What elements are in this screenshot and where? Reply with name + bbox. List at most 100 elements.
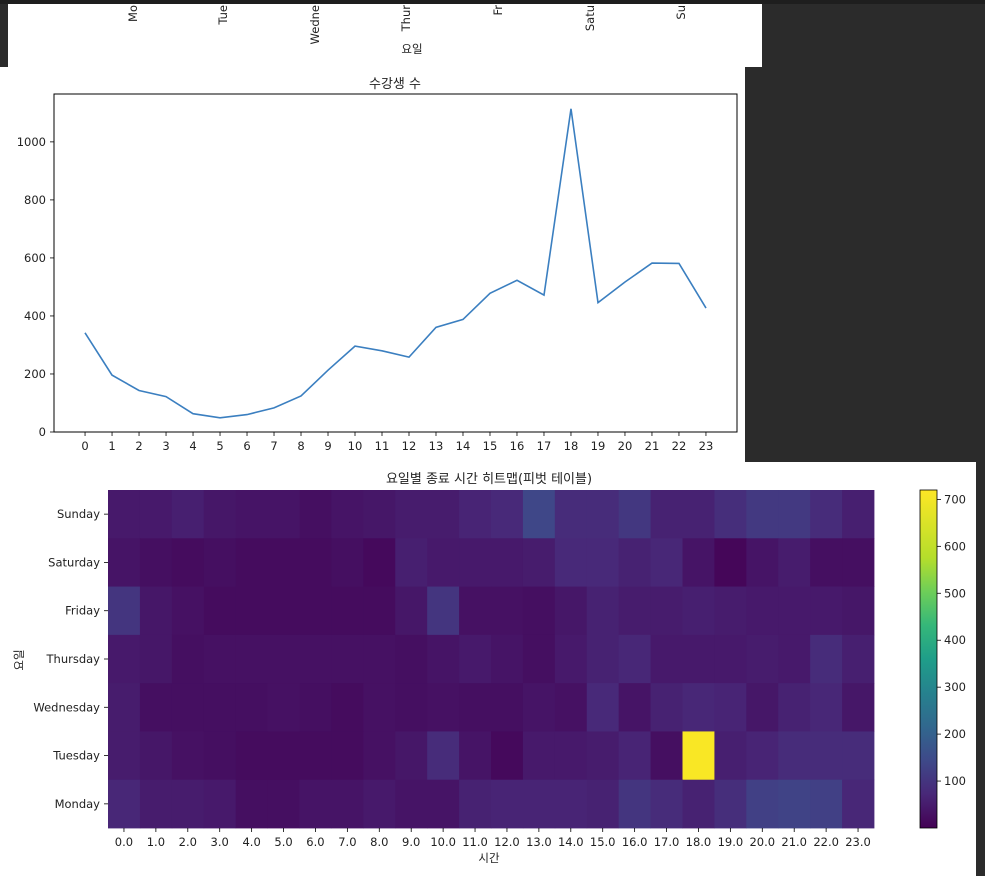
heatmap-cell (171, 779, 205, 829)
heatmap-cell (427, 538, 460, 587)
x-tick-label: 0.0 (115, 835, 133, 849)
x-tick-label: 20 (618, 439, 633, 453)
heatmap-cell (235, 634, 268, 684)
heatmap-cell (299, 634, 332, 684)
heatmap-cell (554, 634, 588, 684)
heatmap-cell (299, 586, 332, 636)
heatmap-cell (650, 538, 683, 587)
x-tick-label: 16.0 (622, 835, 648, 849)
heatmap-y-axis: Sunday Saturday Friday Thursday Wednesday Tue… (33, 507, 108, 811)
previous-chart-fragment: Mo Tue Wedne Thur Fr Satu Su 요일 (8, 4, 762, 67)
heatmap-cell (139, 779, 173, 829)
previous-chart-xlabel: 요일 (401, 42, 422, 56)
colorbar-tick-label: 700 (944, 492, 966, 506)
heatmap-cell (171, 490, 205, 539)
x-tick-label: 9.0 (402, 835, 420, 849)
heatmap-ylabel: 요일 (12, 649, 26, 670)
heatmap-cell (491, 731, 524, 781)
heatmap-cell (139, 731, 173, 781)
x-tick-label: 14 (456, 439, 471, 453)
heatmap-cell (171, 683, 205, 732)
heatmap-cell (203, 538, 237, 587)
x-tick-label: 23.0 (845, 835, 871, 849)
heatmap-cell (203, 779, 237, 829)
heatmap-cell (554, 538, 588, 587)
x-tick-label: 13.0 (526, 835, 552, 849)
heatmap-cell (203, 490, 237, 539)
heatmap-cell (682, 683, 715, 732)
heatmap-cell (586, 779, 620, 829)
heatmap-cell (491, 634, 524, 684)
x-tick-label: 17 (537, 439, 552, 453)
heatmap-cell (714, 490, 747, 539)
heatmap-cell (650, 634, 683, 684)
heatmap-cell (235, 490, 268, 539)
colorbar-tick-label: 100 (944, 774, 966, 788)
heatmap-cell (203, 586, 237, 636)
heatmap-cell (363, 538, 396, 587)
heatmap-cell (714, 634, 747, 684)
line-chart-frame (53, 93, 738, 433)
heatmap-cell (267, 538, 300, 587)
heatmap-cell (618, 538, 651, 587)
weekday-tick-labels: Mo Tue Wedne Thur Fr Satu Su (126, 5, 688, 45)
heatmap-cell (810, 634, 843, 684)
heatmap-cell (586, 586, 620, 636)
colorbar (919, 489, 938, 829)
heatmap-cell (491, 538, 524, 587)
heatmap-cell (554, 683, 588, 732)
x-tick-label: 21.0 (781, 835, 807, 849)
y-tick-label: Friday (65, 604, 100, 618)
heatmap-cell (714, 586, 747, 636)
heatmap-cell (171, 538, 205, 587)
heatmap-cell (331, 490, 364, 539)
heatmap-cell (331, 538, 364, 587)
heatmap-cell (714, 683, 747, 732)
heatmap-xlabel: 시간 (478, 851, 500, 865)
heatmap-cell (650, 490, 683, 539)
heatmap-cell (682, 586, 715, 636)
heatmap-cell (778, 779, 811, 829)
line-chart-title: 수강생 수 (369, 77, 421, 92)
heatmap-cell (331, 779, 364, 829)
heatmap-cell (746, 779, 779, 829)
heatmap-cell (363, 683, 396, 732)
colorbar-ticks: 100 200 300 400 500 600 700 (937, 492, 966, 788)
heatmap-cell (235, 731, 268, 781)
heatmap-cell (618, 779, 651, 829)
heatmap-cell (139, 490, 173, 539)
heatmap-cell (491, 586, 524, 636)
heatmap-cell (108, 683, 141, 732)
heatmap-cell (331, 586, 364, 636)
heatmap-cell (682, 490, 715, 539)
heatmap-cell (331, 634, 364, 684)
heatmap-cell (299, 490, 332, 539)
x-tick-label: 10.0 (430, 835, 456, 849)
heatmap-cell (554, 490, 588, 539)
weekday-tick-label: Satu (583, 5, 597, 31)
heatmap-cell (331, 683, 364, 732)
weekday-tick-label: Tue (216, 5, 230, 26)
heatmap-cell (618, 586, 651, 636)
heatmap-cell (139, 683, 173, 732)
colorbar-tick-label: 600 (944, 539, 966, 553)
x-tick-label: 1.0 (147, 835, 165, 849)
heatmap-cell (554, 586, 588, 636)
x-tick-label: 22 (672, 439, 687, 453)
heatmap-cell (108, 586, 141, 636)
heatmap-chart: 요일별 종료 시간 히트맵(피벗 테이블) Sunday Saturday Frid… (12, 472, 966, 865)
x-tick-label: 19.0 (718, 835, 744, 849)
heatmap-cell (108, 538, 141, 587)
heatmap-cell (427, 490, 460, 539)
heatmap-cell (108, 731, 141, 781)
heatmap-cell (427, 779, 460, 829)
heatmap-cell (522, 731, 556, 781)
heatmap-cell (554, 731, 588, 781)
weekday-tick-label: Thur (399, 5, 413, 33)
heatmap-cell (139, 586, 173, 636)
x-tick-label: 23 (699, 439, 714, 453)
heatmap-cell (650, 731, 683, 781)
heatmap-cell (363, 586, 396, 636)
heatmap-cell (363, 779, 396, 829)
